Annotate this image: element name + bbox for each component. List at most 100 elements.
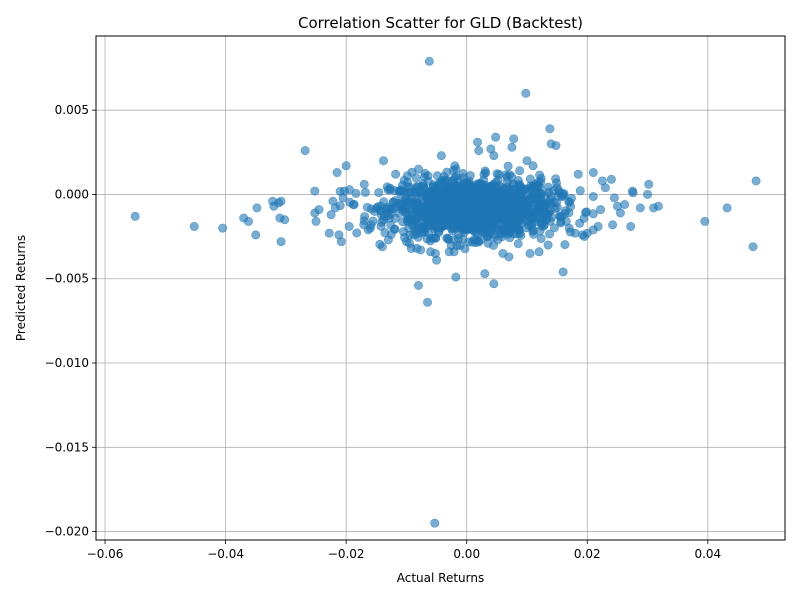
scatter-point [579,213,589,223]
scatter-point [424,56,434,66]
scatter-point [465,213,475,223]
scatter-point [476,188,486,198]
scatter-point [448,165,458,175]
scatter-point [491,132,501,142]
y-axis-label: Predicted Returns [14,235,28,341]
scatter-point [314,205,324,215]
scatter-point [545,198,555,208]
scatter-point [525,174,535,184]
scatter-point [545,124,555,134]
scatter-point [352,228,362,238]
x-tick-label: 0.02 [574,547,601,561]
scatter-point [491,181,501,191]
x-axis-label: Actual Returns [397,571,484,585]
scatter-point [416,202,426,212]
scatter-point [480,269,490,279]
scatter-point [324,228,334,238]
scatter-point [552,203,562,213]
scatter-point [491,197,501,207]
scatter-point [489,151,499,161]
scatter-point [489,279,499,289]
scatter-point [635,203,645,213]
scatter-point [218,223,228,233]
scatter-point [401,237,411,247]
x-axis-ticks: −0.06 −0.04 −0.02 0.00 0.02 0.04 [87,540,721,561]
scatter-point [491,225,501,235]
scatter-point [596,205,606,215]
scatter-point [458,189,468,199]
scatter-point [432,255,442,265]
scatter-point [453,233,463,243]
scatter-point [505,193,515,203]
y-tick-label: −0.005 [45,272,89,286]
scatter-point [503,161,513,171]
y-tick-label: −0.010 [45,356,89,370]
scatter-point [300,146,310,156]
scatter-point [444,182,454,192]
scatter-point [615,208,625,218]
scatter-point [560,240,570,250]
x-tick-label: 0.04 [694,547,721,561]
scatter-point [418,179,428,189]
scatter-point [372,203,382,213]
scatter-point [406,216,416,226]
scatter-point [499,210,509,220]
scatter-point [458,206,468,216]
scatter-point [365,223,375,233]
scatter-point [474,146,484,156]
scatter-point [436,151,446,161]
scatter-point [377,242,387,252]
scatter-point [536,195,546,205]
scatter-point [609,193,619,203]
scatter-point [311,216,321,226]
scatter-point [494,169,504,179]
scatter-point [473,224,483,234]
y-tick-label: 0.000 [55,187,89,201]
scatter-point [628,188,638,198]
scatter-point [498,248,508,258]
scatter-point [344,221,354,231]
scatter-point [521,88,531,98]
scatter-point [564,223,574,233]
data-points [130,56,761,528]
scatter-point [420,168,430,178]
scatter-point [551,174,561,184]
scatter-point [575,186,585,196]
y-axis-ticks: −0.020 −0.015 −0.010 −0.005 0.000 0.005 [45,103,96,539]
scatter-point [360,212,370,222]
scatter-point [380,228,390,238]
scatter-point [600,183,610,193]
scatter-point [483,238,493,248]
scatter-point [276,237,286,247]
scatter-point [359,179,369,189]
y-tick-label: −0.015 [45,440,89,454]
scatter-point [513,239,523,249]
scatter-point [453,217,463,227]
scatter-point [515,166,525,176]
scatter-point [507,142,517,152]
scatter-point [332,168,342,178]
scatter-point [565,197,575,207]
plot-frame [95,35,786,541]
scatter-point [386,220,396,230]
scatter-point [360,187,370,197]
scatter-point [514,179,524,189]
scatter-point [460,244,470,254]
scatter-point [463,180,473,190]
scatter-point [383,235,393,245]
scatter-point [510,208,520,218]
scatter-point [443,196,453,206]
scatter-point [446,240,456,250]
scatter-point [545,229,555,239]
scatter-point [588,209,598,219]
x-tick-label: 0.00 [453,547,480,561]
x-tick-label: −0.06 [87,547,124,561]
scatter-point [509,134,519,144]
scatter-point [434,228,444,238]
scatter-point [524,195,534,205]
scatter-point [486,219,496,229]
scatter-point [434,187,444,197]
scatter-point [413,280,423,290]
scatter-point [310,186,320,196]
